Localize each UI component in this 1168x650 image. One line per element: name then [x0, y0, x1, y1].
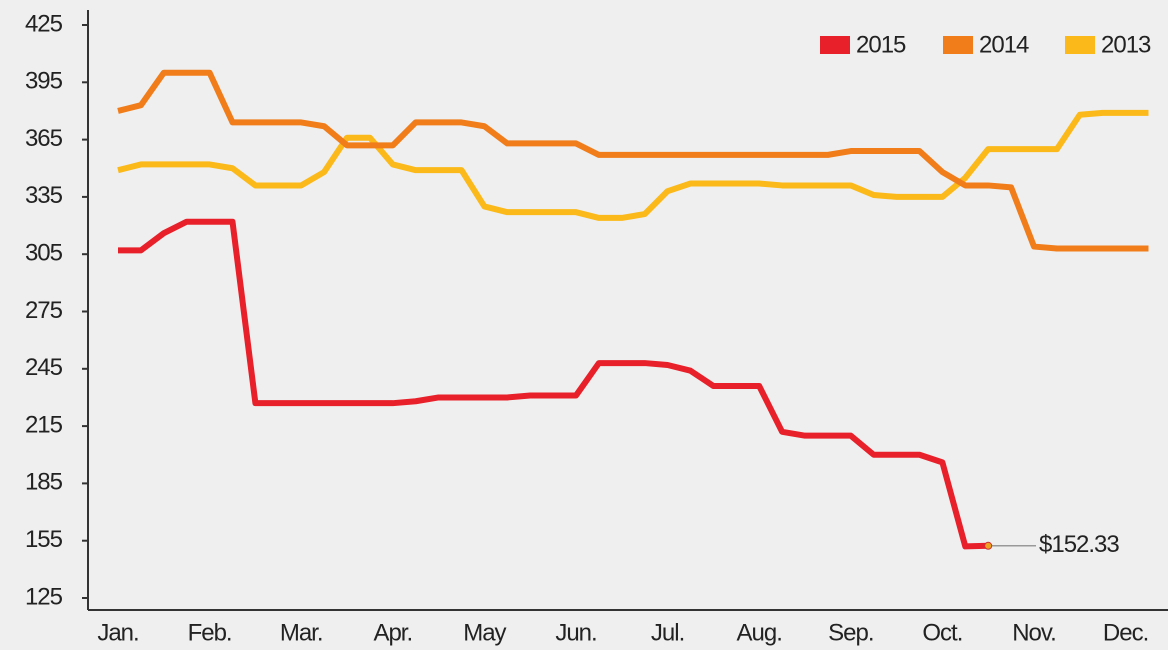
y-tick-label: 185 — [25, 469, 63, 496]
x-tick-label: Aug. — [737, 619, 782, 646]
x-tick-label: Jul. — [651, 619, 684, 646]
x-tick-label: May — [463, 619, 506, 646]
y-tick-label: 155 — [25, 526, 63, 553]
series-line — [118, 218, 989, 550]
data-label: $152.33 — [1039, 531, 1119, 558]
x-tick-label: Sep. — [828, 619, 873, 646]
x-tick-label: Mar. — [280, 619, 323, 646]
legend-swatch — [1065, 36, 1095, 54]
x-tick-label: Nov. — [1012, 619, 1056, 646]
y-tick-label: 365 — [25, 125, 63, 152]
series-line — [117, 69, 1149, 252]
end-dot — [984, 541, 993, 550]
x-tick-label: Jun. — [555, 619, 596, 646]
x-tick-label: Apr. — [373, 619, 412, 646]
legend-swatch — [943, 36, 973, 54]
y-tick-label: 395 — [25, 68, 63, 95]
x-tick-label: Oct. — [922, 619, 962, 646]
y-tick-label: 215 — [25, 411, 63, 438]
x-tick-label: Jan. — [97, 619, 138, 646]
y-tick-label: 125 — [25, 583, 63, 610]
legend-label: 2015 — [856, 31, 906, 58]
legend-swatch — [820, 36, 850, 54]
y-tick-label: 275 — [25, 297, 63, 324]
y-tick-label: 245 — [25, 354, 63, 381]
y-tick-label: 335 — [25, 182, 63, 209]
y-tick-label: 305 — [25, 240, 63, 267]
series-line — [117, 109, 1149, 221]
legend-label: 2013 — [1101, 31, 1151, 58]
x-tick-label: Feb. — [188, 619, 232, 646]
x-tick-label: Dec. — [1103, 619, 1148, 646]
y-tick-label: 425 — [25, 10, 63, 37]
legend-label: 2014 — [979, 31, 1029, 58]
